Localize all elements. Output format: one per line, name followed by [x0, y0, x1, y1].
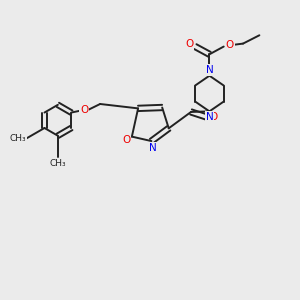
Text: O: O: [209, 112, 218, 122]
Text: N: N: [206, 65, 213, 75]
Text: O: O: [80, 105, 88, 116]
Text: CH₃: CH₃: [9, 134, 26, 143]
Text: N: N: [206, 112, 213, 122]
Text: O: O: [185, 39, 194, 49]
Text: O: O: [226, 40, 234, 50]
Text: CH₃: CH₃: [49, 159, 66, 168]
Text: O: O: [122, 135, 130, 145]
Text: N: N: [149, 142, 157, 153]
